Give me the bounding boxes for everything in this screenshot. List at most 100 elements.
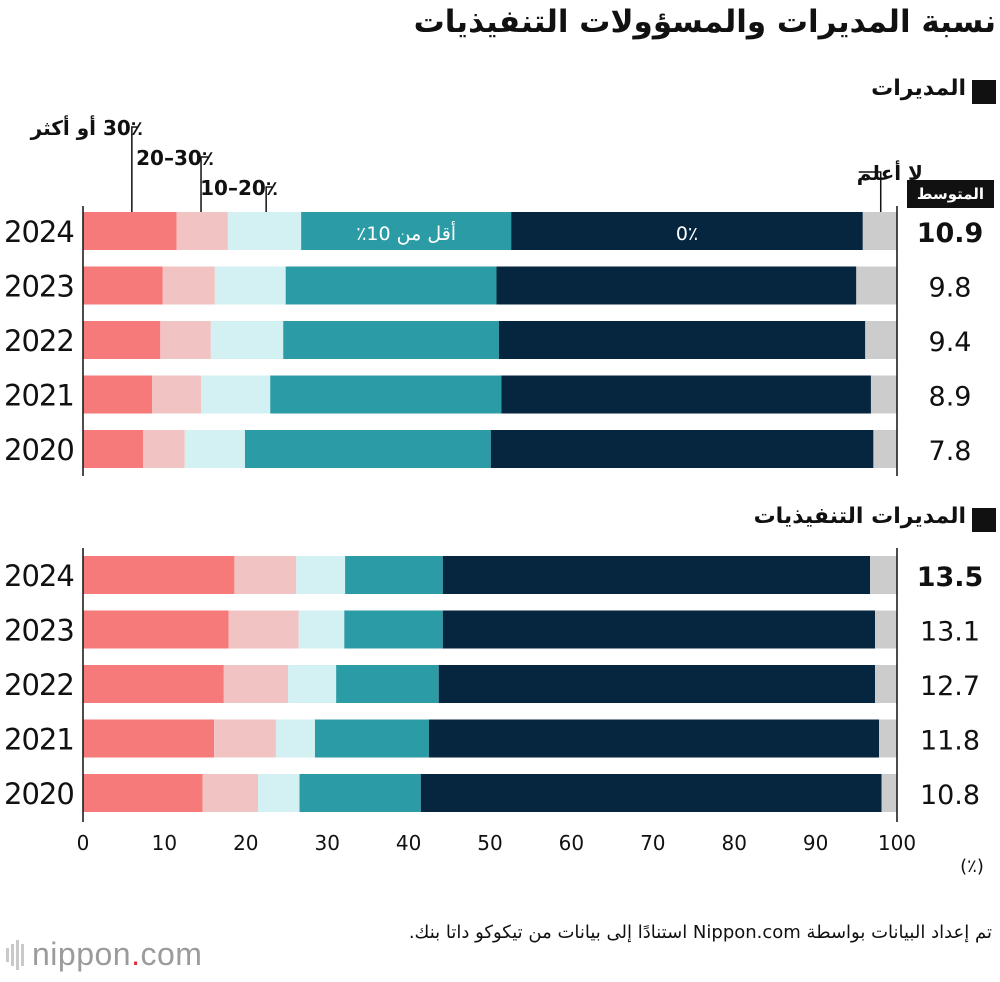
year-label: 2020: [4, 433, 74, 467]
year-label: 2021: [4, 379, 74, 413]
bar-segment-c0: [496, 266, 857, 305]
bar-segment-unknown: [870, 556, 897, 594]
bar-segment-c10_20: [210, 321, 284, 359]
legend-leader-line: [131, 126, 137, 212]
average-value: 9.8: [929, 273, 972, 304]
bar-segment-c30plus: [83, 774, 203, 812]
bar-segment-c0: [501, 375, 871, 414]
bar-segment-unknown: [870, 375, 897, 414]
x-tick-label: 80: [721, 831, 746, 855]
section-marker-icon: [972, 508, 996, 532]
bar-segment-c0: [428, 719, 880, 758]
bar-segment-c20_30: [143, 430, 185, 468]
average-value: 12.7: [920, 671, 980, 702]
bar-segment-c20_30: [234, 556, 297, 594]
bar-segment-c0: [442, 556, 871, 594]
bar-segment-c0: [438, 665, 876, 703]
x-tick-label: 100: [878, 831, 916, 855]
bar-segment-c10_20: [201, 375, 271, 414]
bar-segment-cless10: [336, 665, 439, 703]
bar-segment-c20_30: [223, 665, 289, 703]
logo-suffix: com: [140, 936, 203, 972]
bar-segment-unknown: [873, 430, 897, 468]
average-value: 10.8: [920, 780, 980, 811]
x-tick-label: 20: [233, 831, 258, 855]
section-marker-icon: [972, 80, 996, 104]
average-value: 13.1: [920, 617, 980, 648]
x-tick-label: 50: [477, 831, 502, 855]
source-note: تم إعداد البيانات بواسطة Nippon.com استن…: [408, 922, 992, 943]
bar-segment-c20_30: [214, 719, 276, 758]
legend-label-less10: أقل من 10٪: [356, 221, 456, 245]
bar-segment-unknown: [881, 774, 897, 812]
bar-segment-c10_20: [227, 212, 302, 250]
bar-segment-c30plus: [83, 430, 144, 468]
legend-label-30plus: 30٪ أو أكثر: [30, 114, 143, 140]
bar-segment-c30plus: [83, 212, 177, 250]
bar-segment-unknown: [875, 610, 897, 649]
section-title-executives: المديرات التنفيذيات: [753, 504, 966, 529]
x-tick-label: 70: [640, 831, 665, 855]
bar-segment-c0: [498, 321, 866, 359]
bar-segment-unknown: [875, 665, 897, 703]
bar-segment-cless10: [344, 610, 443, 649]
bar-segment-c30plus: [83, 665, 224, 703]
bar-segment-c10_20: [296, 556, 346, 594]
logo-dot: .: [131, 936, 141, 972]
bar-segment-cless10: [285, 266, 497, 305]
bar-segment-cless10: [314, 719, 429, 758]
average-column-header: المتوسط: [907, 180, 994, 208]
bar-segment-cless10: [283, 321, 499, 359]
bar-segment-c30plus: [83, 266, 163, 305]
bar-segment-c20_30: [162, 266, 215, 305]
year-label: 2022: [4, 324, 74, 358]
x-tick-label: 60: [559, 831, 584, 855]
bar-segment-c20_30: [228, 610, 299, 649]
bar-segment-c20_30: [160, 321, 211, 359]
bar-segment-c10_20: [184, 430, 245, 468]
x-tick-label: 0: [77, 831, 90, 855]
year-label: 2021: [4, 723, 74, 757]
year-label: 2024: [4, 215, 74, 249]
logo-name: nippon: [32, 936, 132, 972]
x-tick-label: 40: [396, 831, 421, 855]
legend-label-10-20: 10–20٪: [200, 176, 278, 200]
bar-segment-c20_30: [152, 375, 202, 414]
x-tick-label: 30: [314, 831, 339, 855]
section-title-managers: المديرات: [871, 76, 966, 101]
logo-bars-icon: [6, 939, 24, 970]
average-value: 8.9: [929, 382, 972, 413]
average-value: 9.4: [929, 327, 972, 358]
legend-label-unknown: لا أعلم: [857, 159, 923, 185]
bar-segment-unknown: [865, 321, 897, 359]
bar-segment-c10_20: [214, 266, 286, 305]
bar-segment-c0: [511, 212, 863, 250]
bar-segment-c30plus: [83, 556, 235, 594]
bar-segment-unknown: [862, 212, 897, 250]
average-value: 7.8: [929, 436, 972, 467]
nippon-logo: nippon.com: [6, 936, 202, 973]
bar-segment-cless10: [301, 212, 512, 250]
bar-segment-cless10: [345, 556, 443, 594]
legend-leader-line: [200, 156, 208, 212]
bar-segment-c30plus: [83, 719, 215, 758]
bar-segment-c30plus: [83, 610, 229, 649]
legend-leader-line: [265, 186, 272, 212]
bar-segment-c10_20: [275, 719, 315, 758]
year-label: 2024: [4, 559, 74, 593]
bar-segment-cless10: [270, 375, 502, 414]
x-tick-label: 10: [152, 831, 177, 855]
bar-segment-c20_30: [202, 774, 259, 812]
average-value: 13.5: [917, 562, 984, 593]
bar-segment-cless10: [244, 430, 491, 468]
x-unit-label: (٪): [960, 856, 984, 877]
bar-segment-c30plus: [83, 321, 161, 359]
bar-segment-c0: [420, 774, 882, 812]
bar-segment-unknown: [856, 266, 897, 305]
year-label: 2020: [4, 777, 74, 811]
year-label: 2023: [4, 614, 74, 648]
bar-segment-c10_20: [298, 610, 345, 649]
legend-label-20-30: 20–30٪: [136, 146, 214, 170]
bar-segment-c10_20: [258, 774, 300, 812]
